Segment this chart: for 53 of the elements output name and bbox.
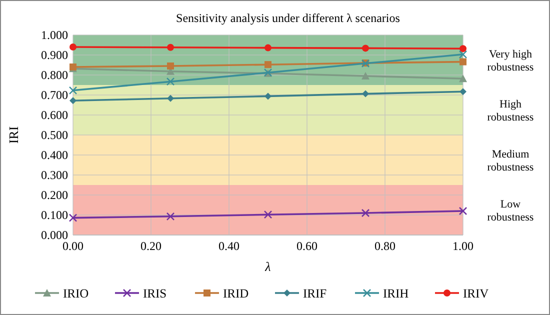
band-label: High robustness: [487, 98, 534, 124]
y-axis-title: IRI: [6, 126, 21, 144]
legend-label: IRID: [223, 286, 249, 300]
legend-label: IRIS: [143, 286, 167, 300]
band-label: Low robustness: [487, 198, 534, 224]
y-tick-label: 0.600: [41, 108, 68, 122]
point: [70, 44, 76, 50]
point: [459, 74, 467, 82]
band-label: Very high robustness: [487, 48, 534, 74]
y-tick-label: 0.300: [41, 168, 68, 182]
point: [458, 50, 468, 59]
point: [362, 72, 370, 80]
x-tick-label: 0.00: [62, 239, 84, 253]
point: [264, 44, 272, 52]
point: [362, 90, 369, 98]
y-tick-label: 1.000: [41, 28, 68, 42]
y-tick-label: 0.400: [41, 148, 68, 162]
y-tick-label: 0.700: [41, 88, 68, 102]
y-tick-label: 0.900: [41, 48, 68, 62]
x-tick-label: 0.40: [218, 239, 240, 253]
chart-title: Sensitivity analysis under different λ scenarios: [176, 11, 400, 25]
x-tick-label: 0.20: [140, 239, 162, 253]
legend-label: IRIO: [63, 286, 89, 300]
point: [167, 44, 174, 51]
point: [70, 97, 76, 104]
point: [458, 206, 468, 216]
x-tick-label: 0.60: [296, 239, 318, 253]
point: [460, 45, 466, 52]
legend-label: IRIH: [383, 286, 409, 300]
point: [460, 58, 466, 66]
point: [460, 88, 466, 96]
point: [68, 214, 78, 222]
point: [166, 212, 175, 221]
point: [362, 44, 369, 52]
band-label: Medium robustness: [487, 148, 534, 174]
point: [361, 208, 370, 218]
point: [167, 62, 174, 70]
x-tick-label: 0.80: [374, 239, 396, 253]
x-tick-label: 1.00: [452, 239, 474, 253]
point: [166, 77, 175, 86]
point: [68, 86, 78, 95]
y-tick-label: 0.500: [41, 128, 68, 142]
point: [264, 61, 272, 68]
y-tick-label: 0.200: [41, 188, 68, 202]
legend-label: IRIV: [463, 286, 489, 300]
y-tick-label: 0.800: [41, 68, 68, 82]
legend-label: IRIF: [303, 286, 327, 300]
point: [167, 94, 174, 102]
point: [264, 210, 272, 219]
y-tick-label: 0.100: [41, 208, 68, 222]
point: [264, 92, 272, 100]
y-tick-label: 0.000: [41, 228, 68, 242]
x-axis-title: λ: [264, 259, 272, 274]
